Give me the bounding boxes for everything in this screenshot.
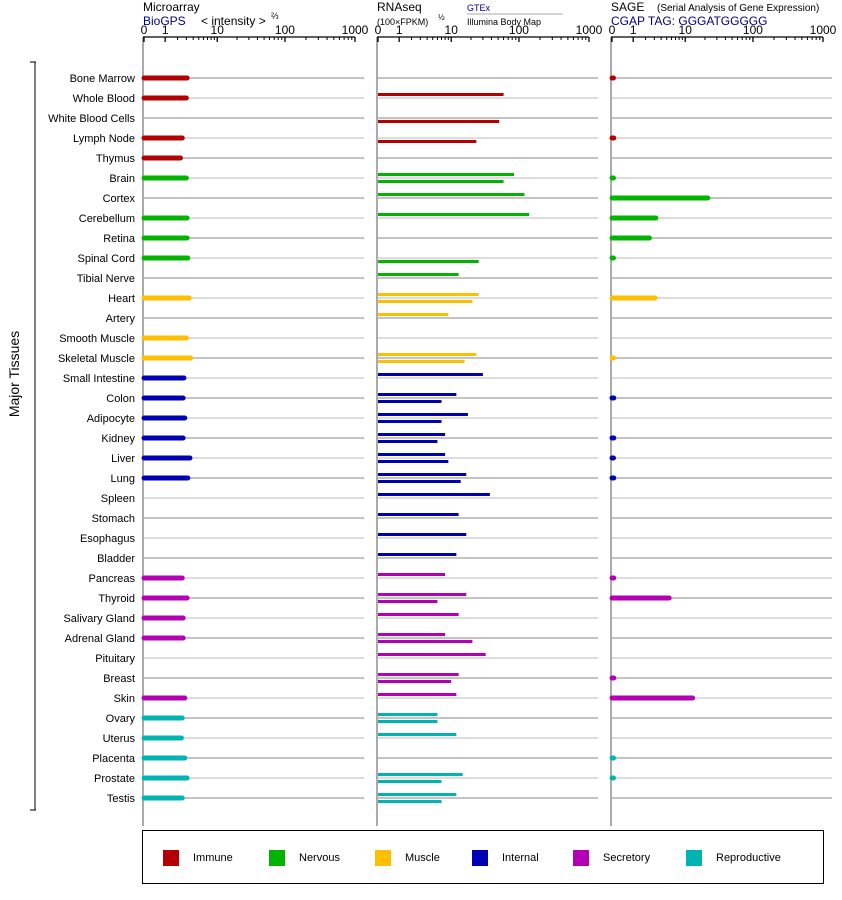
- tick-label: 1000: [810, 23, 837, 37]
- tick-label: 10: [445, 23, 459, 37]
- y-axis-bracket: [30, 61, 36, 811]
- tissue-label: Small Intestine: [63, 373, 135, 385]
- legend-item-nervous: Nervous: [269, 850, 340, 866]
- tissue-label: Esophagus: [80, 533, 136, 545]
- legend-swatch: [686, 850, 702, 866]
- tissue-label: Adrenal Gland: [65, 633, 135, 645]
- legend: Immune Nervous Muscle Internal Secretory Repr…: [142, 830, 824, 884]
- tissue-label: Thymus: [96, 153, 136, 165]
- legend-swatch: [375, 850, 391, 866]
- tissue-label: Liver: [111, 453, 135, 465]
- tissue-label: Ovary: [106, 713, 136, 725]
- tick-label: 1: [630, 23, 637, 37]
- tissue-label: Retina: [103, 233, 136, 245]
- tissue-label: Cortex: [103, 193, 136, 205]
- tissue-label: Breast: [103, 673, 135, 685]
- legend-item-immune: Immune: [163, 850, 233, 866]
- tissue-label: Salivary Gland: [63, 613, 135, 625]
- microarray-unit: < intensity >: [201, 14, 266, 28]
- legend-item-reproductive: Reproductive: [686, 850, 781, 866]
- tissue-label: Stomach: [92, 513, 135, 525]
- microarray-title: Microarray: [143, 0, 200, 14]
- tissue-label: Pancreas: [89, 573, 136, 585]
- rnaseq-title: RNAseq: [377, 0, 422, 14]
- tissue-label: Brain: [109, 173, 135, 185]
- tissue-label: Spinal Cord: [78, 253, 135, 265]
- panel-1-axis: 0 1 10 100 1000: [141, 23, 369, 826]
- tissue-label: Kidney: [101, 433, 135, 445]
- legend-item-internal: Internal: [472, 850, 539, 866]
- tissue-label: Skin: [114, 693, 135, 705]
- tissue-label: Lymph Node: [73, 133, 135, 145]
- legend-item-muscle: Muscle: [375, 850, 440, 866]
- tissue-label: Adipocyte: [87, 413, 135, 425]
- rnaseq-source-illumina: Illumina Body Map: [467, 17, 541, 27]
- tick-label: 1: [396, 23, 403, 37]
- tissue-label: Artery: [106, 313, 136, 325]
- sage-subtitle: (Serial Analysis of Gene Expression): [657, 3, 819, 14]
- tissue-label: Bone Marrow: [70, 73, 135, 85]
- panel-2-axis: 0 1 10 100 1000: [375, 23, 603, 826]
- tissue-label: Spleen: [101, 493, 135, 505]
- tissue-label: Heart: [108, 293, 135, 305]
- tissue-label: Skeletal Muscle: [58, 353, 135, 365]
- tissue-label: Uterus: [103, 733, 136, 745]
- tissue-label: White Blood Cells: [48, 113, 135, 125]
- sage-tag: CGAP TAG: GGGATGGGGG: [611, 14, 767, 28]
- tissue-label: Testis: [107, 793, 136, 805]
- tick-label: 0: [609, 23, 616, 37]
- tissue-label: Lung: [111, 473, 135, 485]
- legend-swatch: [573, 850, 589, 866]
- legend-swatch: [269, 850, 285, 866]
- legend-item-secretory: Secretory: [573, 850, 650, 866]
- tissue-label: Tibial Nerve: [77, 273, 135, 285]
- tick-label: 100: [743, 23, 763, 37]
- tick-label: 100: [275, 23, 295, 37]
- expression-chart: Microarray BioGPS < intensity > ⅔ RNAseq…: [6, 0, 837, 826]
- tick-label: 10: [679, 23, 693, 37]
- tick-label: 1: [162, 23, 169, 37]
- tissue-label: Cerebellum: [79, 213, 135, 225]
- legend-label: Secretory: [603, 852, 651, 864]
- tick-label: 10: [211, 23, 225, 37]
- tick-label: 100: [509, 23, 529, 37]
- sage-title: SAGE: [611, 0, 644, 14]
- legend-swatch: [472, 850, 488, 866]
- rnaseq-unit: (100×FPKM): [377, 17, 428, 27]
- microarray-source[interactable]: BioGPS: [143, 14, 186, 28]
- legend-label: Internal: [502, 852, 539, 864]
- panel-3-axis: 0 1 10 100 1000: [609, 23, 837, 826]
- rnaseq-source-gtex[interactable]: GTEx: [467, 3, 491, 13]
- legend-label: Nervous: [299, 852, 340, 864]
- tick-label: 1000: [576, 23, 603, 37]
- y-axis-label: Major Tissues: [6, 331, 22, 417]
- legend-label: Immune: [193, 852, 233, 864]
- tissue-label: Smooth Muscle: [59, 333, 135, 345]
- tissue-label: Pituitary: [95, 653, 135, 665]
- legend-label: Muscle: [405, 852, 440, 864]
- tissue-label: Prostate: [94, 773, 135, 785]
- tick-label: 0: [375, 23, 382, 37]
- tissue-label: Placenta: [92, 753, 136, 765]
- tissue-label: Whole Blood: [73, 93, 135, 105]
- legend-swatch: [163, 850, 179, 866]
- tissue-label: Bladder: [97, 553, 135, 565]
- tissue-label: Colon: [106, 393, 135, 405]
- legend-label: Reproductive: [716, 852, 781, 864]
- microarray-exponent: ⅔: [271, 11, 279, 21]
- tissue-label: Thyroid: [98, 593, 135, 605]
- tick-label: 1000: [342, 23, 369, 37]
- rnaseq-exponent: ½: [438, 13, 445, 22]
- tick-label: 0: [141, 23, 148, 37]
